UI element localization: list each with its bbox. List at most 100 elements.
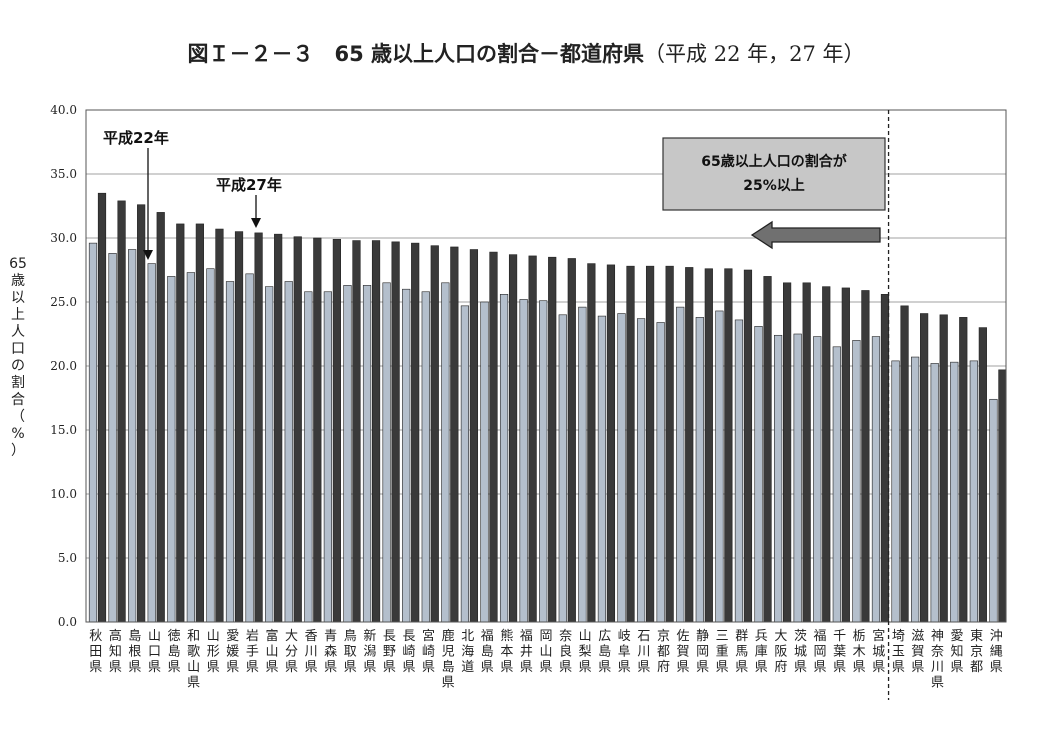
bar-h22: [343, 285, 352, 623]
bar-h22: [304, 291, 313, 623]
y-tick-label: 20.0: [50, 359, 77, 373]
bar-h27: [822, 286, 831, 623]
bar-h27: [665, 265, 674, 623]
bar-h27: [685, 267, 694, 623]
bar-h27: [920, 313, 929, 623]
y-tick-labels: 0.0 5.0 10.0 15.0 20.0 25.0 30.0 35.0 40.0: [50, 103, 77, 629]
bar-h27: [371, 240, 381, 623]
bar-h22: [441, 282, 450, 623]
bar-h22: [852, 340, 861, 623]
category-label: 福井県: [520, 629, 533, 675]
y-tick-label: 25.0: [50, 295, 77, 309]
bar-h22: [832, 346, 841, 623]
bar-h27: [274, 233, 283, 623]
category-label: 三重県: [716, 629, 729, 675]
plot-frame: [85, 109, 1007, 623]
bar-h27: [234, 231, 244, 623]
category-label: 群馬県: [735, 629, 748, 675]
bar-h22: [891, 360, 900, 623]
bar-h22: [323, 291, 332, 623]
bar-h22: [695, 317, 704, 623]
category-label: 和歌山県: [187, 629, 200, 691]
bar-h27: [117, 200, 126, 623]
bar-h27: [313, 237, 322, 623]
category-label: 千葉県: [833, 629, 846, 675]
bars: [88, 192, 1007, 623]
category-label: 茨城県: [794, 629, 807, 675]
bar-h27: [959, 317, 968, 623]
bar-h22: [656, 322, 665, 623]
bar-h27: [254, 232, 263, 623]
bar-h22: [480, 301, 489, 623]
bar-h22: [167, 276, 176, 623]
bar-h27: [998, 369, 1007, 623]
bar-h22: [206, 268, 215, 623]
bar-h22: [754, 326, 763, 623]
bar-h27: [156, 212, 165, 623]
bar-h27: [743, 269, 753, 623]
category-label: 島根県: [128, 629, 141, 675]
bar-h27: [783, 282, 792, 623]
y-tick-label: 30.0: [50, 231, 77, 245]
category-label: 滋賀県: [911, 629, 924, 675]
bar-h27: [97, 192, 107, 623]
category-label: 大阪府: [774, 629, 787, 675]
bar-h22: [128, 249, 137, 623]
bar-h27: [391, 241, 400, 623]
label-h22: 平成22年: [103, 129, 169, 147]
arrow-h27-head: [251, 218, 261, 228]
bar-h22: [88, 242, 98, 623]
bar-h27: [215, 228, 224, 623]
info-box-line2: 25%以上: [743, 178, 805, 194]
bar-h22: [519, 299, 528, 623]
category-label: 大分県: [285, 629, 298, 675]
bar-h22: [225, 281, 235, 623]
bar-h22: [774, 334, 783, 623]
category-label: 沖縄県: [990, 629, 1003, 675]
category-label: 富山県: [265, 628, 278, 675]
category-label: 長崎県: [402, 629, 415, 675]
category-label: 岡山県: [539, 629, 552, 675]
chart-title-main: 図Ｉ－２－３ 65 歳以上人口の割合－都道府県: [187, 42, 645, 66]
category-label: 宮城県: [872, 628, 885, 675]
category-label: 北海道: [461, 629, 474, 675]
bar-h27: [626, 265, 635, 623]
y-tick-label: 0.0: [58, 615, 77, 629]
bar-h27: [763, 276, 772, 623]
bar-h22: [284, 281, 293, 623]
category-label: 奈良県: [559, 629, 572, 675]
bar-h27: [469, 249, 479, 623]
bar-h22: [636, 318, 646, 623]
bar-h27: [195, 223, 204, 623]
chart-title-sub: （平成 22 年，27 年）: [644, 42, 865, 66]
y-tick-label: 10.0: [50, 487, 77, 501]
bar-h22: [617, 313, 626, 623]
category-label: 広島県: [598, 629, 611, 675]
category-label: 青森県: [324, 629, 337, 675]
category-label: 高知県: [109, 628, 122, 675]
chart-title: 図Ｉ－２－３ 65 歳以上人口の割合－都道府県（平成 22 年，27 年）: [0, 38, 1052, 68]
bar-h27: [841, 287, 850, 623]
bar-h27: [548, 256, 557, 623]
bar-h22: [989, 398, 998, 623]
y-tick-label: 35.0: [50, 167, 77, 181]
bar-h22: [421, 291, 430, 623]
bar-h27: [645, 265, 655, 623]
category-label: 兵庫県: [755, 629, 768, 675]
category-label: 東京都: [970, 628, 983, 675]
bar-h27: [352, 240, 361, 623]
category-label: 埼玉県: [892, 629, 905, 675]
bar-h22: [969, 360, 978, 623]
bar-h22: [108, 253, 117, 623]
bar-h27: [489, 251, 498, 623]
category-label: 福島県: [481, 629, 494, 675]
category-label: 石川県: [637, 629, 650, 675]
bar-h22: [265, 286, 274, 623]
category-label: 新潟県: [363, 628, 376, 675]
category-label: 宮崎県: [422, 628, 435, 675]
bar-h22: [539, 300, 548, 623]
bar-h22: [930, 363, 939, 623]
category-label: 京都府: [657, 629, 670, 675]
category-label: 香川県: [305, 629, 318, 675]
